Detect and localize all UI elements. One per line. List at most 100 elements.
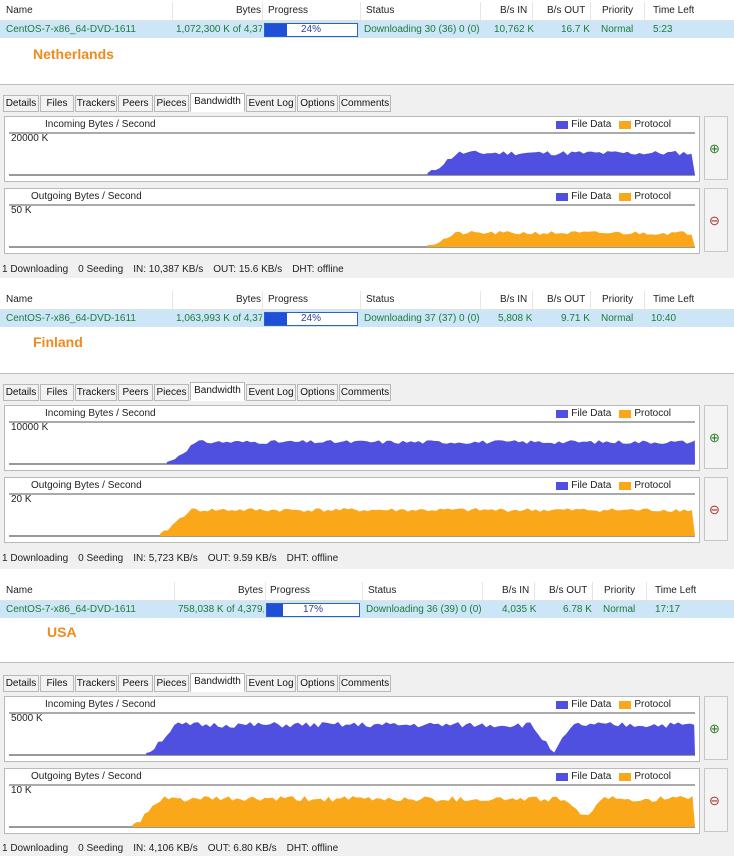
tab-details[interactable]: Details [3, 675, 39, 692]
tab-bandwidth[interactable]: Bandwidth [190, 382, 245, 401]
col-name[interactable]: Name [6, 585, 33, 596]
status-dht: DHT: offline [286, 553, 339, 564]
tab-options[interactable]: Options [297, 95, 338, 112]
incoming-legend: File Data Protocol [556, 119, 679, 130]
tab-event-log[interactable]: Event Log [246, 95, 296, 112]
zoom-in-icon: ⊕ [709, 430, 720, 445]
status-dht: DHT: offline [286, 843, 339, 854]
legend-label-protocol: Protocol [634, 480, 671, 491]
torrent-time-left: 5:23 [653, 24, 673, 35]
col-time-left[interactable]: Time Left [655, 585, 697, 596]
zoom-in-button[interactable]: ⊕ [704, 696, 728, 760]
tab-peers[interactable]: Peers [118, 384, 153, 401]
incoming-graph: Incoming Bytes / Second 5000 K File Data… [4, 696, 700, 762]
tab-comments[interactable]: Comments [339, 384, 391, 401]
col-time-left[interactable]: Time Left [653, 5, 695, 16]
incoming-graph-title: Incoming Bytes / Second [45, 119, 156, 130]
col-progress[interactable]: Progress [268, 294, 309, 305]
tab-comments[interactable]: Comments [339, 95, 391, 112]
torrent-priority: Normal [601, 313, 634, 324]
col-status[interactable]: Status [366, 294, 395, 305]
incoming-graph-plot [9, 132, 695, 176]
col-priority[interactable]: Priority [602, 5, 634, 16]
torrent-status: Downloading 30 (36) 0 (0) [364, 24, 480, 35]
tab-comments[interactable]: Comments [339, 675, 391, 692]
zoom-out-button[interactable]: ⊖ [704, 188, 728, 252]
incoming-graph-title: Incoming Bytes / Second [45, 699, 156, 710]
tab-bandwidth[interactable]: Bandwidth [190, 93, 245, 112]
col-status[interactable]: Status [366, 5, 395, 16]
col-status[interactable]: Status [368, 585, 397, 596]
tab-bandwidth[interactable]: Bandwidth [190, 673, 245, 692]
outgoing-scale: 50 K [11, 205, 32, 216]
torrent-name: CentOS-7-x86_64-DVD-1611 [6, 604, 136, 615]
col-priority[interactable]: Priority [604, 585, 636, 596]
zoom-in-button[interactable]: ⊕ [704, 405, 728, 469]
legend-swatch-file-data [556, 772, 569, 781]
tab-options[interactable]: Options [297, 675, 338, 692]
zoom-out-button[interactable]: ⊖ [704, 768, 728, 832]
incoming-area [146, 722, 695, 755]
status-bar: 1 Downloading 0 Seeding IN: 4,106 KB/s OUT:… [2, 842, 348, 856]
col-progress[interactable]: Progress [270, 585, 311, 596]
incoming-graph-plot [9, 712, 695, 756]
tab-options[interactable]: Options [297, 384, 338, 401]
col-name[interactable]: Name [6, 294, 33, 305]
torrent-panel-usa: Name Bytes Progress Status B/s IN B/s OU… [0, 580, 734, 856]
incoming-scale: 10000 K [11, 422, 49, 433]
status-out: OUT: 9.59 KB/s [207, 553, 277, 564]
tab-pieces[interactable]: Pieces [154, 675, 189, 692]
status-seeding: 0 Seeding [78, 843, 124, 854]
col-bytes[interactable]: Bytes [236, 294, 262, 305]
torrent-bytes-out: 9.71 K [561, 313, 590, 324]
col-bytes-out[interactable]: B/s OUT [547, 294, 586, 305]
col-name[interactable]: Name [6, 5, 33, 16]
tab-event-log[interactable]: Event Log [246, 675, 296, 692]
torrent-row[interactable]: CentOS-7-x86_64-DVD-1611 758,038 K of 4,… [0, 601, 734, 618]
status-in: IN: 5,723 KB/s [133, 553, 198, 564]
col-bytes-in[interactable]: B/s IN [502, 585, 530, 596]
tab-details[interactable]: Details [3, 95, 39, 112]
torrent-time-left: 10:40 [651, 313, 677, 324]
incoming-graph-title: Incoming Bytes / Second [45, 408, 156, 419]
tab-trackers[interactable]: Trackers [75, 675, 117, 692]
status-seeding: 0 Seeding [78, 553, 124, 564]
legend-label-protocol: Protocol [634, 699, 671, 710]
col-bytes[interactable]: Bytes [236, 5, 262, 16]
tab-event-log[interactable]: Event Log [246, 384, 296, 401]
col-bytes-out[interactable]: B/s OUT [549, 585, 588, 596]
col-time-left[interactable]: Time Left [653, 294, 695, 305]
col-priority[interactable]: Priority [602, 294, 634, 305]
tab-details[interactable]: Details [3, 384, 39, 401]
torrent-priority: Normal [601, 24, 634, 35]
torrent-bytes-in: 4,035 K [502, 604, 537, 615]
incoming-legend: File Data Protocol [556, 699, 679, 710]
tab-files[interactable]: Files [40, 95, 74, 112]
tab-pieces[interactable]: Pieces [154, 95, 189, 112]
torrent-row[interactable]: CentOS-7-x86_64-DVD-1611 1,072,300 K of … [0, 21, 734, 38]
tab-files[interactable]: Files [40, 384, 74, 401]
tab-peers[interactable]: Peers [118, 675, 153, 692]
tab-pieces[interactable]: Pieces [154, 384, 189, 401]
incoming-area [427, 150, 695, 175]
legend-swatch-protocol [619, 772, 632, 781]
tab-trackers[interactable]: Trackers [75, 95, 117, 112]
tab-files[interactable]: Files [40, 675, 74, 692]
col-bytes[interactable]: Bytes [238, 585, 264, 596]
torrent-time-left: 17:17 [655, 604, 681, 615]
legend-label-file-data: File Data [571, 480, 612, 491]
zoom-in-button[interactable]: ⊕ [704, 116, 728, 180]
tab-peers[interactable]: Peers [118, 95, 153, 112]
zoom-out-button[interactable]: ⊖ [704, 477, 728, 541]
torrent-bytes-in: 5,808 K [498, 313, 533, 324]
torrent-row[interactable]: CentOS-7-x86_64-DVD-1611 1,063,993 K of … [0, 310, 734, 327]
tab-trackers[interactable]: Trackers [75, 384, 117, 401]
outgoing-legend: File Data Protocol [556, 480, 679, 491]
col-bytes-in[interactable]: B/s IN [500, 5, 528, 16]
col-bytes-out[interactable]: B/s OUT [547, 5, 586, 16]
col-progress[interactable]: Progress [268, 5, 309, 16]
legend-swatch-protocol [619, 481, 632, 490]
status-dht: DHT: offline [292, 264, 344, 275]
torrent-priority: Normal [603, 604, 636, 615]
col-bytes-in[interactable]: B/s IN [500, 294, 528, 305]
